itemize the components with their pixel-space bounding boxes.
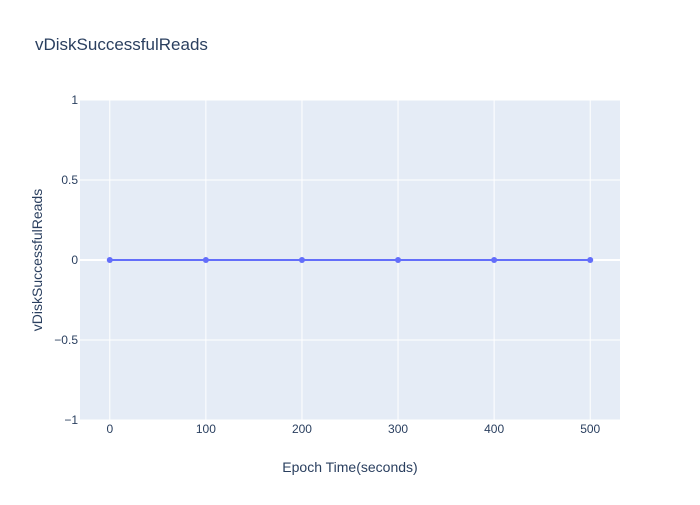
data-point: [106, 257, 113, 263]
x-tick-label: 0: [106, 422, 113, 436]
y-axis-ticks: 1 0.5 0 −0.5 −1: [54, 93, 78, 427]
y-axis-label: vDiskSuccessfulReads: [29, 189, 45, 331]
x-tick-label: 300: [388, 422, 408, 436]
data-point: [395, 257, 402, 263]
y-tick-label: 0.5: [61, 173, 78, 187]
x-axis-ticks: 0 100 200 300 400 500: [106, 422, 600, 436]
series-layer: [106, 257, 594, 263]
x-tick-label: 500: [580, 422, 600, 436]
x-tick-label: 200: [292, 422, 312, 436]
y-tick-label: −1: [64, 413, 78, 427]
y-tick-label: 1: [71, 93, 78, 107]
data-point: [298, 257, 305, 263]
x-tick-label: 100: [196, 422, 216, 436]
data-point: [587, 257, 594, 263]
x-tick-label: 400: [484, 422, 504, 436]
chart-title: vDiskSuccessfulReads: [35, 35, 208, 54]
y-tick-label: −0.5: [54, 333, 78, 347]
data-point: [202, 257, 209, 263]
data-point: [491, 257, 498, 263]
y-tick-label: 0: [71, 253, 78, 267]
x-axis-label: Epoch Time(seconds): [282, 459, 417, 475]
